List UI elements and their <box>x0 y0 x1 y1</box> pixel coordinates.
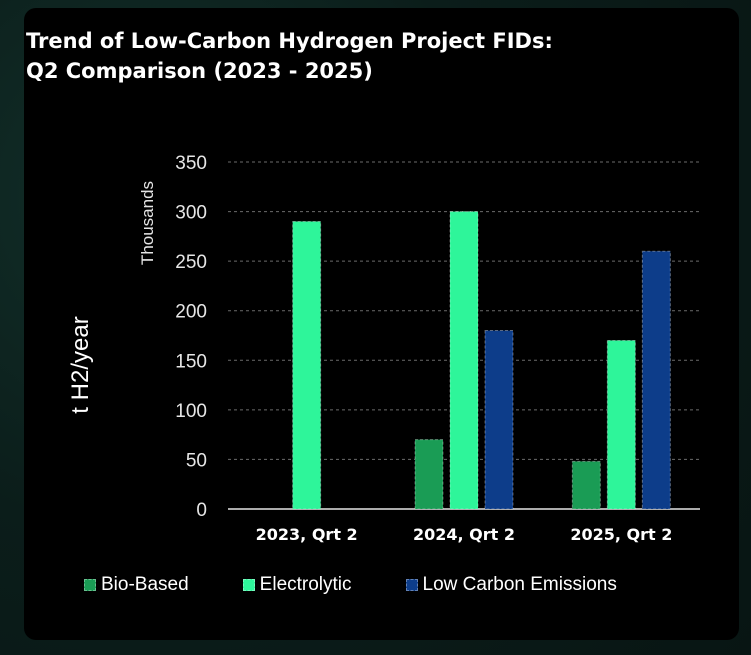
y-tick-label: 250 <box>175 252 207 273</box>
legend-item-electrolytic: Electrolytic <box>242 574 352 596</box>
x-tick-label: 2024, Qrt 2 <box>413 525 515 544</box>
y-tick-label: 50 <box>186 450 207 471</box>
legend-item-bio-based: Bio-Based <box>84 574 189 596</box>
legend-label-electrolytic: Electrolytic <box>259 574 352 595</box>
bar-bio-based <box>414 439 444 510</box>
y-axis-label: t H2/year <box>67 316 94 413</box>
y-tick-label: 300 <box>175 203 207 224</box>
y-unit-label: Thousands <box>138 181 157 265</box>
bar-electrolytic <box>292 220 322 510</box>
chart-title-block: Trend of Low-Carbon Hydrogen Project FID… <box>26 26 553 86</box>
chart-title: Trend of Low-Carbon Hydrogen Project FID… <box>26 29 553 53</box>
chart-card <box>24 8 739 640</box>
bar-low-carbon-emissions <box>641 250 671 510</box>
y-tick-label: 350 <box>175 153 207 174</box>
legend-swatch-low-carbon <box>405 579 418 591</box>
y-tick-label: 100 <box>175 401 207 422</box>
legend-item-low-carbon: Low Carbon Emissions <box>405 574 617 596</box>
y-tick-label: 0 <box>196 500 207 521</box>
legend-label-low-carbon: Low Carbon Emissions <box>422 574 617 595</box>
bar-low-carbon-emissions <box>484 330 514 510</box>
y-tick-label: 200 <box>175 302 207 323</box>
chart-subtitle: Q2 Comparison (2023 - 2025) <box>26 59 373 83</box>
x-tick-label: 2025, Qrt 2 <box>570 525 672 544</box>
x-tick-label: 2023, Qrt 2 <box>256 525 358 544</box>
legend: Bio-Based Electrolytic Low Carbon Emissi… <box>84 574 617 596</box>
bar-bio-based <box>571 460 601 510</box>
bar-electrolytic <box>449 211 479 510</box>
bar-electrolytic <box>606 339 636 510</box>
y-tick-label: 150 <box>175 351 207 372</box>
legend-swatch-electrolytic <box>242 579 255 591</box>
legend-label-bio-based: Bio-Based <box>101 574 189 595</box>
legend-swatch-bio-based <box>84 579 96 591</box>
